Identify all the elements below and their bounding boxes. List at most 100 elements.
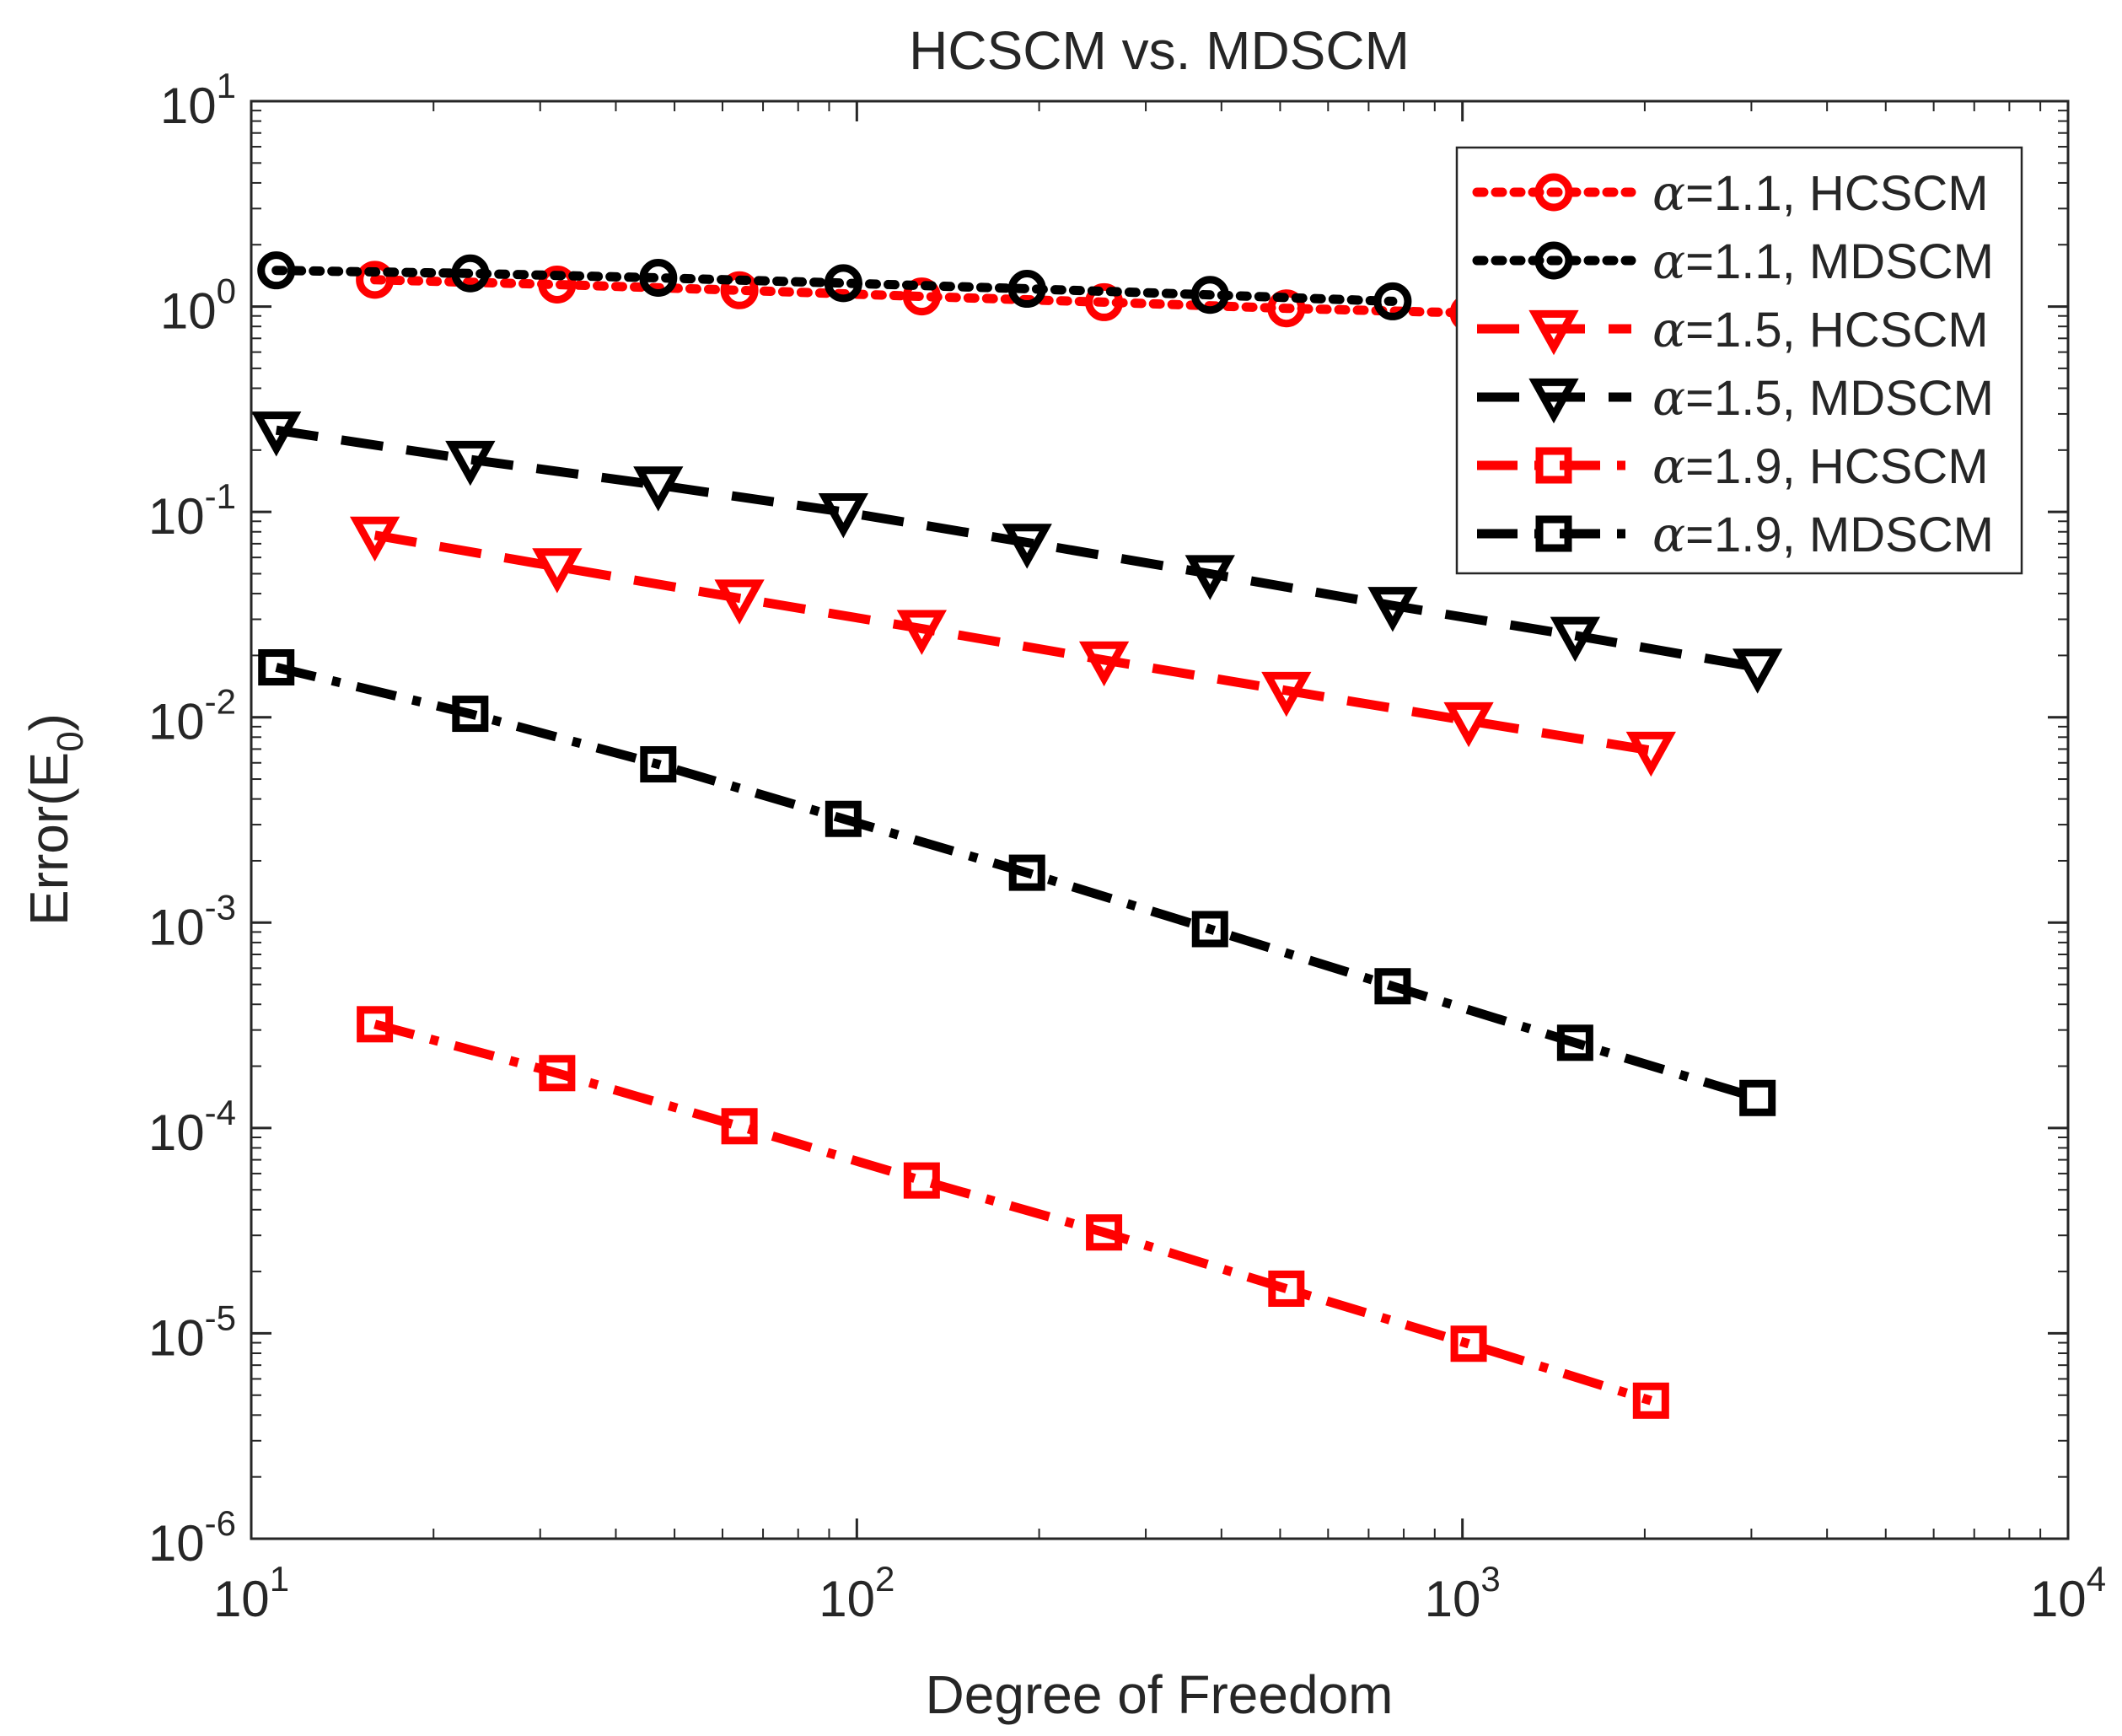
data-point-marker bbox=[1007, 270, 1046, 309]
x-tick-label-exponent: 1 bbox=[270, 1559, 289, 1599]
y-tick-label: 10-6 bbox=[148, 1503, 236, 1572]
y-axis-label: Error(E0) bbox=[19, 713, 91, 926]
data-point-marker bbox=[714, 579, 765, 625]
y-tick-label-exponent: -4 bbox=[205, 1093, 236, 1132]
series-line bbox=[275, 663, 1759, 1103]
x-tick-label-exponent: 3 bbox=[1480, 1559, 1500, 1599]
legend-label-text: =1.9, MDSCM bbox=[1685, 508, 1994, 562]
data-point-marker bbox=[639, 259, 678, 298]
data-point-marker bbox=[824, 264, 862, 303]
legend-label: α=1.9, MDSCM bbox=[1652, 506, 1994, 563]
y-axis-label-subscript: 0 bbox=[50, 731, 91, 751]
data-point-marker bbox=[1373, 282, 1412, 320]
data-point-marker bbox=[538, 265, 577, 304]
legend-label-greek: α bbox=[1652, 438, 1685, 495]
y-tick-label-exponent: -5 bbox=[205, 1298, 236, 1337]
series-2 bbox=[257, 251, 1412, 320]
data-point-marker bbox=[720, 271, 759, 309]
legend-label: α=1.5, HCSCM bbox=[1652, 301, 1989, 358]
data-point-marker bbox=[251, 411, 302, 457]
data-point-marker bbox=[903, 1162, 940, 1199]
data-point-marker bbox=[349, 516, 400, 562]
data-point-marker bbox=[356, 261, 395, 299]
y-axis-label-close: ) bbox=[19, 713, 79, 731]
series-line bbox=[373, 530, 1652, 755]
x-tick-label: 103 bbox=[1425, 1559, 1501, 1627]
series-line bbox=[271, 266, 1398, 306]
legend-entry: α=1.1, MDSCM bbox=[1472, 233, 1994, 290]
x-tick-label-base: 10 bbox=[819, 1571, 875, 1627]
legend-entry: α=1.1, HCSCM bbox=[1472, 164, 1989, 222]
legend-marker bbox=[1535, 447, 1572, 484]
legend-marker bbox=[1528, 309, 1579, 356]
legend-label-text: =1.9, HCSCM bbox=[1685, 439, 1988, 494]
x-tick-label-exponent: 2 bbox=[875, 1559, 894, 1599]
data-point-marker bbox=[451, 254, 490, 293]
data-point-marker bbox=[1267, 289, 1306, 328]
series-3 bbox=[349, 516, 1676, 777]
y-tick-label: 100 bbox=[160, 271, 236, 340]
y-tick-label-exponent: -6 bbox=[205, 1503, 236, 1543]
data-point-marker bbox=[1632, 1382, 1669, 1419]
series-6 bbox=[258, 649, 1776, 1116]
series-layer bbox=[251, 251, 1783, 1419]
data-point-marker bbox=[1450, 1325, 1487, 1362]
legend-marker bbox=[1535, 515, 1572, 552]
legend-marker bbox=[1534, 241, 1573, 280]
data-point-marker bbox=[1261, 671, 1312, 718]
data-point-marker bbox=[1739, 1079, 1776, 1116]
legend-entry: α=1.9, MDSCM bbox=[1477, 506, 1994, 563]
legend-entry: α=1.5, HCSCM bbox=[1477, 301, 1989, 358]
x-tick-label-base: 10 bbox=[1425, 1571, 1481, 1627]
data-point-marker bbox=[640, 746, 677, 783]
data-point-marker bbox=[1443, 701, 1494, 748]
y-tick-label: 10-2 bbox=[148, 682, 236, 750]
data-point-marker bbox=[539, 1055, 576, 1092]
series-4 bbox=[251, 411, 1783, 694]
data-point-marker bbox=[1625, 731, 1676, 777]
y-axis-label-main: Error(E bbox=[19, 752, 79, 926]
y-tick-label-base: 10 bbox=[148, 488, 205, 545]
legend-label-text: =1.5, MDSCM bbox=[1685, 371, 1994, 426]
data-point-marker bbox=[1078, 641, 1130, 687]
x-tick-label-base: 10 bbox=[2030, 1571, 2087, 1627]
data-point-marker bbox=[452, 696, 489, 733]
legend-label-text: =1.5, HCSCM bbox=[1685, 303, 1988, 357]
x-tick-labels: 101 102 103 104 bbox=[213, 1559, 2106, 1627]
x-tick-label-base: 10 bbox=[213, 1571, 270, 1627]
data-point-marker bbox=[1374, 968, 1411, 1005]
y-tick-label-base: 10 bbox=[148, 694, 205, 750]
x-tick-label: 102 bbox=[819, 1559, 894, 1627]
data-point-marker bbox=[532, 548, 583, 594]
x-tick-label-exponent: 4 bbox=[2087, 1559, 2106, 1599]
data-point-marker bbox=[902, 277, 941, 316]
y-tick-label: 10-4 bbox=[148, 1093, 236, 1161]
y-tick-label-base: 10 bbox=[160, 283, 217, 340]
data-point-marker bbox=[445, 440, 496, 486]
data-point-marker bbox=[1367, 587, 1418, 632]
legend-label: α=1.9, HCSCM bbox=[1652, 438, 1989, 495]
legend-label-greek: α bbox=[1652, 301, 1685, 358]
data-point-marker bbox=[257, 251, 296, 290]
data-point-marker bbox=[1550, 616, 1601, 663]
series-5 bbox=[357, 1006, 1669, 1419]
data-point-marker bbox=[633, 466, 684, 512]
data-point-marker bbox=[825, 800, 862, 837]
y-tick-label-exponent: -3 bbox=[205, 887, 236, 927]
y-tick-label-base: 10 bbox=[148, 1104, 205, 1161]
y-tick-label-base: 10 bbox=[148, 899, 205, 955]
data-point-marker bbox=[818, 493, 868, 539]
series-line bbox=[275, 425, 1759, 672]
y-tick-label: 10-5 bbox=[148, 1298, 236, 1366]
y-tick-label-exponent: -1 bbox=[205, 476, 236, 516]
data-point-marker bbox=[1002, 524, 1052, 569]
data-point-marker bbox=[1085, 282, 1124, 321]
data-point-marker bbox=[1556, 1024, 1593, 1061]
series-line bbox=[373, 1019, 1652, 1405]
legend-label-greek: α bbox=[1652, 369, 1685, 427]
legend-label-greek: α bbox=[1652, 506, 1685, 563]
legend-marker bbox=[1534, 173, 1573, 212]
y-tick-label: 10-1 bbox=[148, 476, 236, 545]
